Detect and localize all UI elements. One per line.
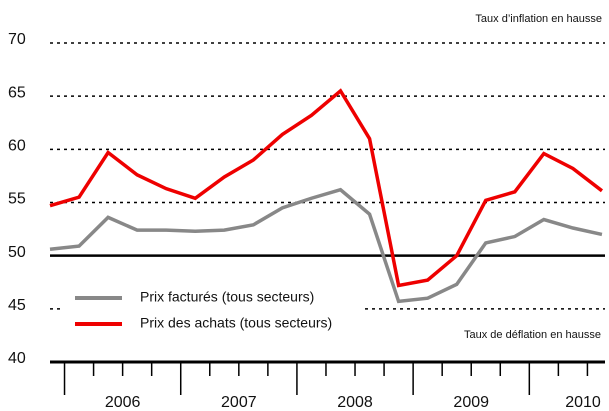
y-tick-label: 45 xyxy=(8,297,26,314)
annotation: Taux d’inflation en hausse xyxy=(475,13,602,25)
x-tick-label: 2006 xyxy=(105,394,141,411)
legend-label: Prix facturés (tous secteurs) xyxy=(140,289,314,305)
y-tick-label: 40 xyxy=(8,350,26,367)
series-line xyxy=(49,88,604,288)
x-tick-label: 2009 xyxy=(453,394,489,411)
annotation-box xyxy=(418,323,609,347)
legend-box xyxy=(62,283,362,338)
series-line xyxy=(49,187,603,304)
y-tick-label: 65 xyxy=(8,84,26,101)
x-tick-label: 2007 xyxy=(221,394,257,411)
y-tick-label: 60 xyxy=(8,138,26,155)
annotation-box xyxy=(420,8,609,30)
legend-label: Prix des achats (tous secteurs) xyxy=(140,315,332,331)
x-tick-label: 2008 xyxy=(337,394,373,411)
annotation: Taux de déflation en hausse xyxy=(464,329,601,341)
x-tick-label: 2010 xyxy=(565,394,601,411)
y-tick-label: 55 xyxy=(8,191,26,208)
y-tick-label: 70 xyxy=(8,31,26,48)
y-tick-label: 50 xyxy=(8,244,26,261)
